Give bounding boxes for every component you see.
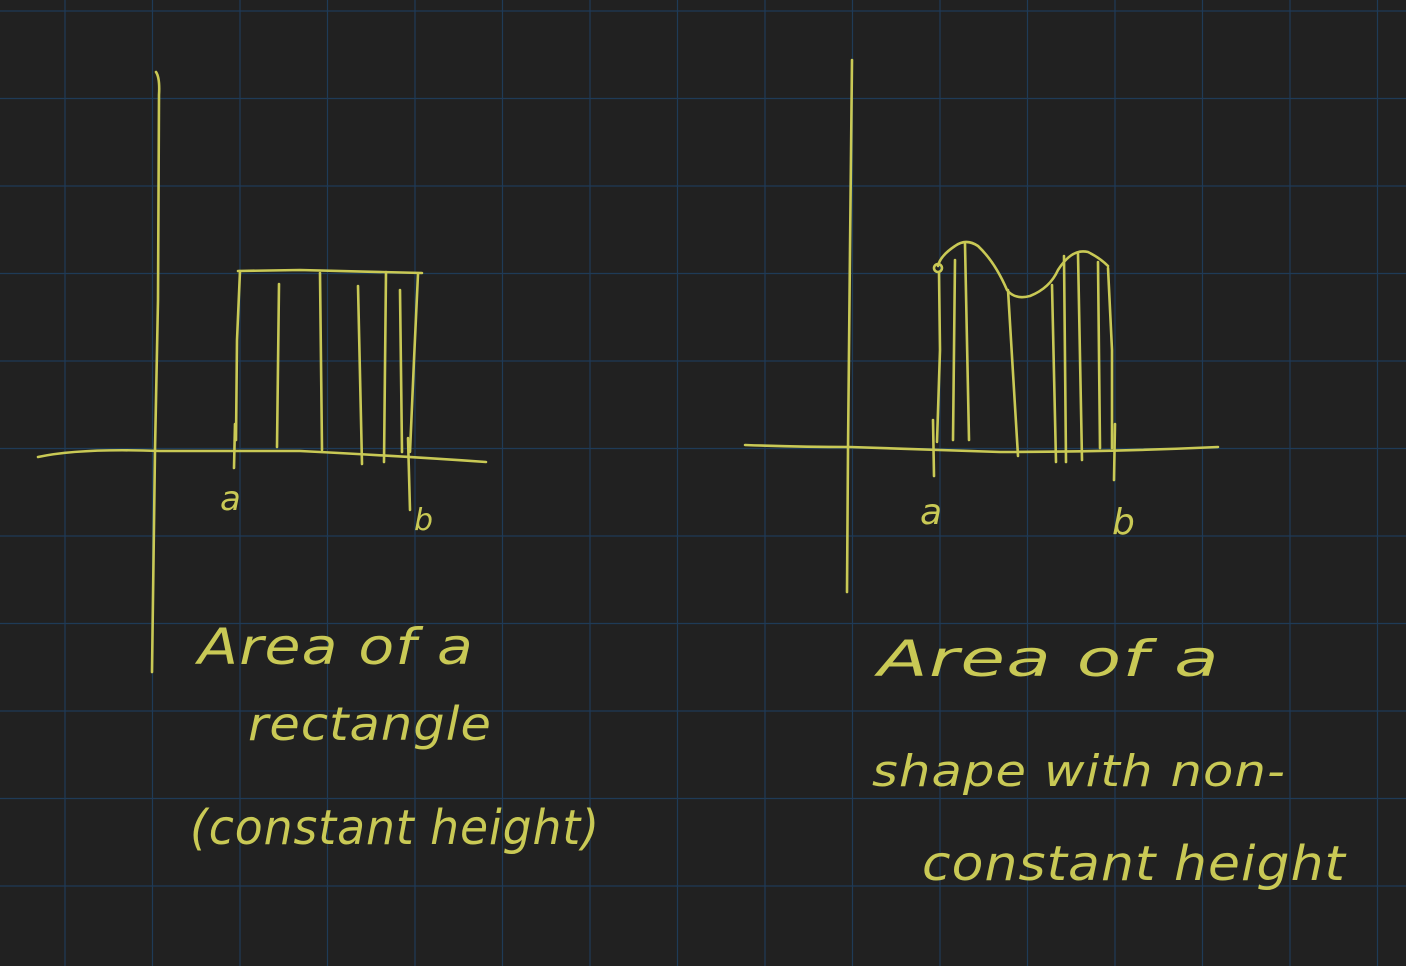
left-label-b: b — [414, 503, 434, 538]
left-rectangle-left-side — [234, 269, 242, 442]
right-shape-left-side — [935, 270, 942, 444]
right-strip-6 — [1076, 252, 1084, 462]
left-strip-3 — [356, 284, 364, 466]
left-caption-line1: Area of a — [194, 618, 474, 676]
right-tick-b — [1112, 422, 1117, 482]
right-caption-line2: shape with non- — [872, 746, 1286, 797]
left-strip-2 — [318, 271, 324, 452]
left-tick-b — [406, 436, 412, 512]
right-x-axis — [743, 443, 1220, 454]
right-strip-2 — [963, 242, 971, 442]
right-curve-sketch — [743, 58, 1220, 594]
right-strip-4 — [1050, 283, 1058, 464]
right-label-b: b — [1112, 502, 1136, 543]
left-x-axis — [36, 448, 488, 464]
left-caption-line3: (constant height) — [190, 800, 600, 856]
right-start-dot — [932, 262, 944, 274]
right-curve-top — [936, 240, 1110, 299]
right-strip-5 — [1062, 254, 1068, 464]
left-strip-4 — [382, 270, 388, 464]
right-strip-1 — [951, 258, 957, 442]
left-caption-line2: rectangle — [248, 697, 492, 751]
right-caption-line3: constant height — [922, 836, 1347, 892]
right-y-axis — [845, 58, 854, 594]
right-tick-a — [931, 418, 936, 478]
right-shape-right-side — [1106, 266, 1114, 450]
left-label-a: a — [220, 479, 242, 519]
left-rectangle-top — [236, 268, 424, 275]
left-y-axis — [150, 70, 161, 674]
right-caption-line1: Area of a — [874, 630, 1220, 688]
right-strip-7 — [1096, 260, 1102, 450]
left-rectangle-sketch — [36, 70, 488, 674]
left-strip-5 — [398, 288, 404, 454]
right-label-a: a — [920, 492, 943, 533]
left-tick-a — [232, 422, 237, 470]
left-rectangle-right-side — [408, 272, 420, 454]
left-strip-1 — [275, 282, 281, 449]
right-strip-3 — [1006, 288, 1020, 458]
